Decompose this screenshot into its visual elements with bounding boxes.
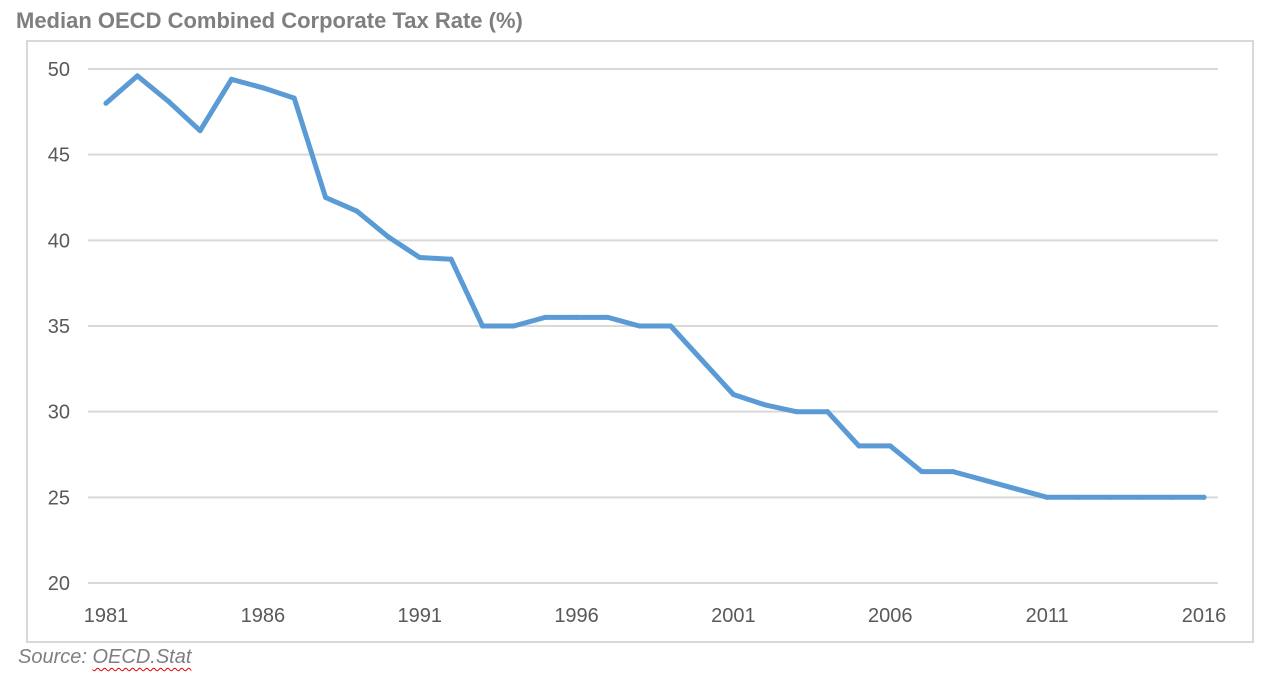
data-point-2011 [1044,494,1050,500]
data-point-1981 [103,100,109,106]
data-point-1995 [542,314,548,320]
y-tick-label-40: 40 [48,230,70,252]
x-tick-label-1981: 1981 [84,605,129,627]
data-point-1991 [417,254,423,260]
data-point-2012 [1076,494,1082,500]
y-tick-label-45: 45 [48,145,70,167]
data-point-1998 [636,323,642,329]
data-point-2015 [1170,494,1176,500]
x-tick-label-2016: 2016 [1182,605,1227,627]
data-point-2001 [730,392,736,398]
data-point-1997 [605,314,611,320]
line-chart: 20 25 30 35 40 45 50 1981 1986 1991 1996 2001 2006 2… [48,59,1227,627]
y-axis-ticks: 20 25 30 35 40 45 50 [48,59,70,595]
data-point-2002 [762,402,768,408]
chart-frame: 20 25 30 35 40 45 50 1981 1986 1991 1996 2001 2006 2… [26,40,1254,643]
data-point-1982 [134,73,140,79]
series-line-0 [103,73,1207,500]
data-point-1988 [323,195,329,200]
y-tick-label-50: 50 [48,59,70,81]
y-tick-label-25: 25 [48,487,70,509]
data-point-2000 [699,357,705,363]
x-tick-label-2001: 2001 [711,605,756,627]
gridlines [88,68,1218,584]
data-point-2008 [950,469,956,475]
data-point-2006 [887,443,893,449]
data-point-1990 [385,234,391,240]
y-tick-label-35: 35 [48,316,70,338]
data-point-1992 [448,256,454,262]
data-point-2003 [793,409,799,415]
data-point-1983 [166,99,172,105]
y-tick-label-20: 20 [48,573,70,595]
data-point-1984 [197,128,203,134]
data-point-1989 [354,208,360,214]
x-tick-label-1996: 1996 [554,605,599,627]
x-tick-label-1986: 1986 [241,605,286,627]
data-point-1999 [668,323,674,329]
source-note: Source: OECD.Stat [18,646,191,669]
x-tick-label-2011: 2011 [1026,605,1069,627]
source-name: OECD.Stat [92,646,192,668]
data-point-1996 [574,314,580,320]
data-point-2007 [919,469,925,475]
data-point-2010 [1013,486,1019,492]
x-tick-label-1991: 1991 [397,605,442,627]
data-point-1986 [260,85,266,91]
data-point-1985 [228,76,234,82]
data-point-2016 [1201,494,1207,500]
chart-title: Median OECD Combined Corporate Tax Rate … [16,8,523,33]
series-layer [103,73,1207,500]
x-axis-ticks: 1981 1986 1991 1996 2001 2006 2011 2016 [84,605,1227,627]
x-tick-label-2006: 2006 [868,605,913,627]
data-point-2014 [1138,494,1144,500]
data-point-2013 [1107,494,1113,500]
data-point-1994 [511,323,517,329]
data-point-1987 [291,95,297,101]
source-prefix: Source: [18,646,93,668]
data-point-2009 [981,477,987,483]
y-tick-label-30: 30 [48,402,70,424]
data-point-2005 [856,443,862,449]
data-point-1993 [479,323,485,329]
data-point-2004 [825,409,831,415]
